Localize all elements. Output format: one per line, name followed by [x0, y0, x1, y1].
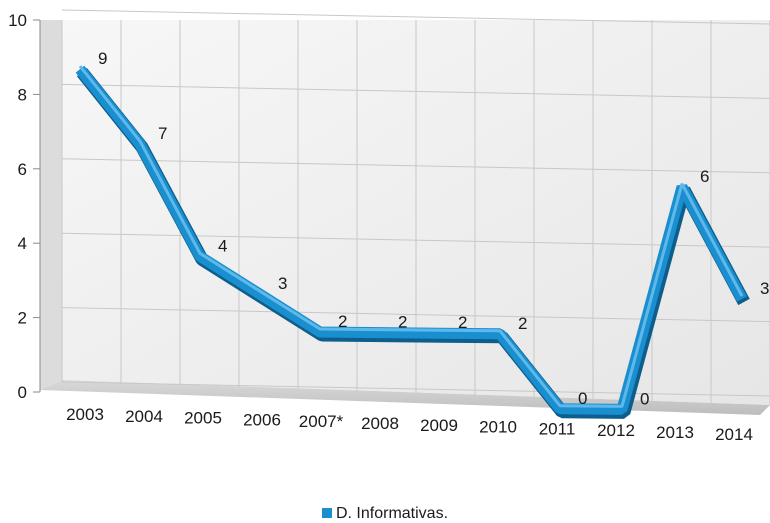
- x-tick-label: 2004: [125, 407, 163, 426]
- data-labels: 9 7 4 3 2 2 2 2 0 0 6 3: [98, 49, 769, 408]
- y-tick-label: 6: [18, 160, 27, 179]
- x-tick-label: 2007*: [299, 412, 344, 431]
- x-tick-label: 2014: [715, 425, 753, 444]
- x-tick-label: 2012: [597, 421, 635, 440]
- x-tick-label: 2013: [656, 423, 694, 442]
- x-tick-label: 2006: [243, 410, 281, 429]
- legend-swatch: [321, 508, 332, 518]
- series-line-highlight: [78, 65, 744, 408]
- data-label: 2: [398, 313, 407, 332]
- y-tick-label: 8: [18, 85, 27, 104]
- data-label: 2: [338, 312, 347, 331]
- x-tick-label: 2011: [539, 419, 576, 438]
- series-d-informativas: [75, 65, 750, 419]
- x-axis: 2003 2004 2005 2006 2007* 2008 2009 2010 2011 201…: [66, 405, 753, 444]
- y-axis: 0 2 4 6 8 10: [8, 11, 41, 402]
- x-tick-label: 2005: [184, 409, 222, 428]
- x-tick-label: 2010: [479, 418, 517, 437]
- data-label: 2: [518, 314, 527, 333]
- data-label: 6: [700, 167, 709, 186]
- x-tick-label: 2008: [361, 414, 399, 433]
- plot-side-wall: [40, 20, 62, 390]
- data-label: 4: [218, 236, 227, 255]
- y-tick-label: 10: [8, 11, 27, 30]
- legend: D. Informativas.: [0, 505, 770, 523]
- data-label: 2: [458, 313, 467, 332]
- y-tick-label: 0: [18, 383, 27, 402]
- data-label: 7: [158, 124, 167, 143]
- x-tick-label: 2009: [420, 416, 458, 435]
- data-label: 9: [98, 49, 107, 68]
- x-tick-label: 2003: [66, 405, 104, 424]
- data-label: 0: [640, 389, 649, 408]
- y-tick-label: 4: [18, 234, 27, 253]
- data-label: 0: [578, 389, 587, 408]
- y-tick-label: 2: [18, 309, 27, 328]
- data-label: 3: [760, 279, 769, 298]
- legend-label: D. Informativas.: [335, 505, 449, 522]
- data-label: 3: [278, 274, 287, 293]
